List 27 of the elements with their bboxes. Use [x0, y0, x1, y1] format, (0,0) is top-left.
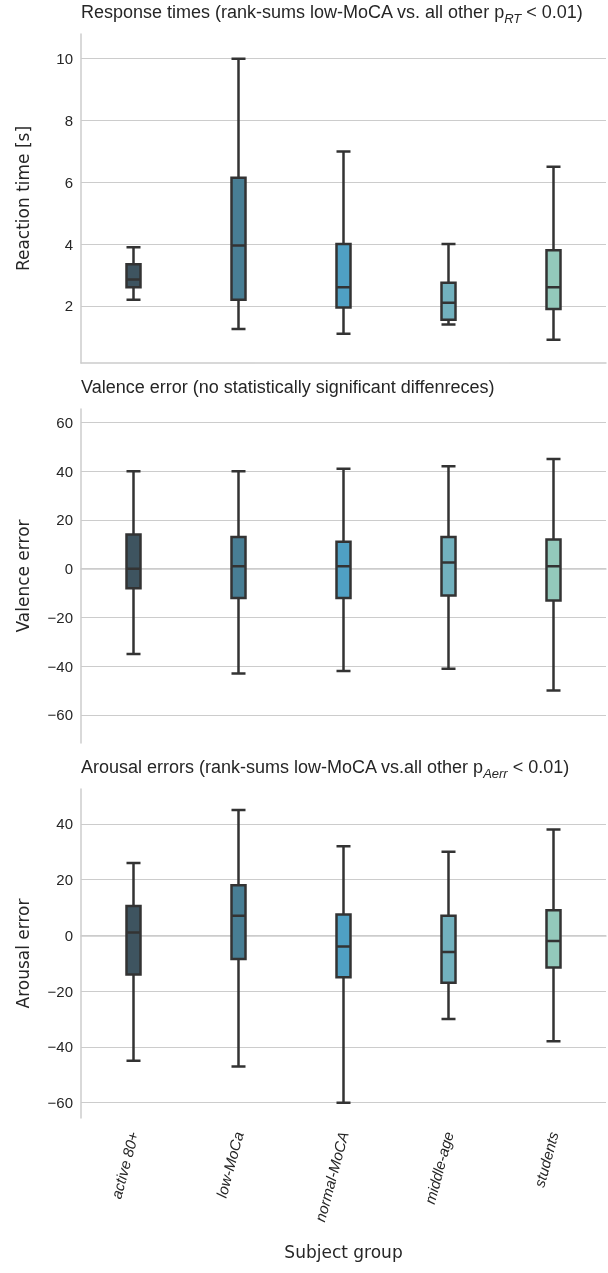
- y-tick-label: 60: [56, 413, 73, 431]
- y-axis-title: Valence error: [12, 519, 33, 633]
- y-tick-label: −60: [47, 1094, 73, 1112]
- y-axis-title: Arousal error: [12, 898, 33, 1009]
- y-axis-title: Reaction time [s]: [12, 125, 33, 272]
- chart-title: Valence error (no statistically significant diffenreces): [81, 377, 495, 398]
- y-tick-label: 40: [56, 815, 73, 833]
- x-axis-title: Subject group: [284, 1241, 403, 1262]
- y-tick-label: 20: [56, 871, 73, 889]
- x-tick-label: active 80+: [107, 1129, 142, 1201]
- y-tick-label: 2: [64, 297, 73, 315]
- y-tick-label: −40: [47, 1038, 73, 1056]
- y-tick-label: 0: [64, 560, 73, 578]
- y-tick-label: 40: [56, 462, 73, 480]
- y-tick-label: 8: [64, 112, 73, 129]
- y-tick-label: −40: [47, 657, 73, 675]
- chart-title: Arousal errors (rank-sums low-MoCA vs.all other p$_{Aerr}$ < 0.01): [81, 757, 570, 781]
- y-tick-label: −60: [47, 706, 73, 724]
- y-tick-label: 4: [64, 235, 73, 253]
- y-tick-label: −20: [47, 982, 73, 1000]
- x-tick-label: students: [530, 1129, 562, 1189]
- y-tick-label: 6: [64, 173, 73, 191]
- y-tick-label: −20: [47, 608, 73, 626]
- y-tick-label: 20: [56, 511, 73, 529]
- chart-title: Response times (rank-sums low-MoCA vs. all other p$_{RT}$ < 0.01): [81, 2, 583, 26]
- y-tick-label: 0: [64, 926, 73, 944]
- y-tick-label: 10: [56, 50, 73, 68]
